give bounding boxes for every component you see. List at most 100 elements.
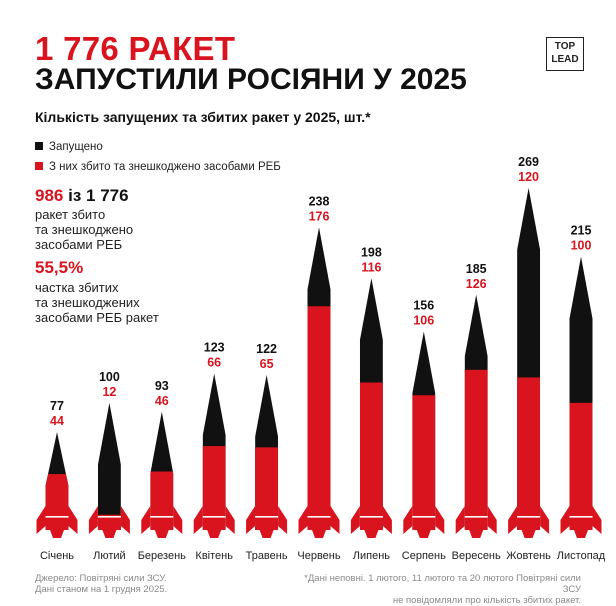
launched-label-2: 100 bbox=[99, 370, 120, 384]
rocket-ring-11 bbox=[569, 516, 593, 518]
rocket-fin-right-4 bbox=[225, 506, 235, 534]
shot-down-label-8: 106 bbox=[413, 314, 434, 328]
shot-down-bar-10 bbox=[517, 377, 541, 530]
shot-caption-line-2: та знешкоджено bbox=[35, 222, 134, 237]
rocket-nozzle-1 bbox=[50, 530, 64, 538]
shot-down-bar-4 bbox=[202, 446, 226, 530]
rocket-fin-left-9 bbox=[455, 506, 465, 534]
rocket-4 bbox=[202, 373, 226, 530]
month-label-4: Квітень bbox=[195, 550, 233, 562]
rocket-ring-1 bbox=[45, 516, 69, 518]
legend-shot-down: З них збито та знешкоджено засобами РЕБ bbox=[35, 161, 281, 173]
rocket-ring-10 bbox=[517, 516, 541, 518]
shot-down-bar-8 bbox=[412, 395, 436, 530]
month-label-1: Січень bbox=[40, 550, 74, 562]
rocket-ring-3 bbox=[150, 516, 174, 518]
shot-down-bar-3 bbox=[150, 471, 174, 530]
rocket-nozzle-9 bbox=[469, 530, 484, 538]
source-note: Джерело: Повітряні сили ЗСУ. Дані станом… bbox=[35, 573, 167, 595]
rocket-10 bbox=[517, 188, 541, 530]
rocket-fin-left-8 bbox=[403, 506, 413, 534]
launched-label-9: 185 bbox=[466, 262, 487, 276]
legend-label-launched: Запущено bbox=[49, 141, 103, 153]
rocket-nozzle-8 bbox=[416, 530, 431, 538]
note-line-2: не повідомляли про кількість збитих раке… bbox=[392, 595, 581, 606]
month-label-9: Вересень bbox=[452, 550, 501, 562]
rocket-nozzle-5 bbox=[259, 530, 274, 538]
shot-down-label-1: 44 bbox=[50, 414, 64, 428]
month-label-6: Червень bbox=[297, 550, 340, 562]
launched-label-1: 77 bbox=[50, 399, 64, 413]
shot-down-label-10: 120 bbox=[518, 170, 539, 184]
launched-label-5: 122 bbox=[256, 342, 277, 356]
rocket-7 bbox=[359, 278, 383, 530]
rocket-fin-left-1 bbox=[36, 506, 46, 534]
rocket-fin-left-4 bbox=[193, 506, 203, 534]
shot-caption-line-1: ракет збито bbox=[35, 207, 106, 222]
title-line-2: ЗАПУСТИЛИ РОСІЯНИ У 2025 bbox=[35, 63, 467, 96]
launched-label-7: 198 bbox=[361, 245, 382, 259]
share-stat: 55,5% bbox=[35, 258, 84, 277]
logo-line-2: LEAD bbox=[551, 54, 579, 65]
shot-down-bar-11 bbox=[569, 402, 593, 530]
rocket-ring-6 bbox=[307, 516, 331, 518]
shot-down-label-9: 126 bbox=[466, 277, 487, 291]
rocket-fin-left-7 bbox=[350, 506, 360, 534]
rocket-nozzle-10 bbox=[521, 530, 536, 538]
legend-swatch-shot-down bbox=[35, 162, 43, 170]
source-line-2: Дані станом на 1 грудня 2025. bbox=[35, 584, 168, 595]
launched-label-10: 269 bbox=[518, 155, 539, 169]
month-label-5: Травень bbox=[246, 550, 288, 562]
rocket-ring-2 bbox=[97, 516, 121, 518]
shot-down-caption: ракет збито та знешкоджено засобами РЕБ bbox=[35, 207, 133, 252]
rocket-fin-left-2 bbox=[88, 506, 98, 534]
rocket-8 bbox=[412, 331, 436, 530]
rocket-nozzle-11 bbox=[574, 530, 588, 538]
launched-label-4: 123 bbox=[204, 341, 225, 355]
month-label-3: Березень bbox=[138, 550, 186, 562]
rocket-11 bbox=[569, 256, 593, 530]
month-label-11: Листопад bbox=[557, 550, 606, 562]
logo-line-1: TOP bbox=[554, 41, 576, 52]
title-line-1: 1 776 РАКЕТ bbox=[35, 30, 236, 67]
shot-down-bar-1 bbox=[45, 474, 69, 530]
rocket-fin-right-7 bbox=[382, 506, 392, 534]
rocket-fin-right-3 bbox=[173, 506, 183, 534]
legend-launched: Запущено bbox=[35, 141, 103, 153]
rocket-2 bbox=[97, 402, 121, 530]
rocket-fin-right-2 bbox=[120, 506, 130, 534]
share-caption-line-2: та знешкоджених bbox=[35, 295, 140, 310]
rocket-1 bbox=[45, 432, 69, 530]
share-caption-line-1: частка збитих bbox=[35, 280, 119, 295]
rocket-ring-4 bbox=[202, 516, 226, 518]
rocket-ring-7 bbox=[359, 516, 383, 518]
shot-down-label-11: 100 bbox=[571, 239, 592, 253]
legend-swatch-launched bbox=[35, 142, 43, 150]
rocket-5 bbox=[255, 374, 279, 530]
rocket-ring-9 bbox=[464, 516, 488, 518]
launched-label-6: 238 bbox=[309, 194, 330, 208]
rocket-fin-right-8 bbox=[435, 506, 445, 534]
shot-down-label-5: 65 bbox=[260, 357, 274, 371]
month-label-2: Лютий bbox=[93, 550, 126, 562]
rocket-nozzle-4 bbox=[207, 530, 222, 538]
top-lead-logo: TOP LEAD bbox=[546, 37, 584, 71]
shot-down-label-3: 46 bbox=[155, 394, 169, 408]
rocket-nozzle-6 bbox=[312, 530, 326, 538]
share-caption: частка збитих та знешкоджених засобами Р… bbox=[35, 280, 159, 325]
launched-total-number: 1 776 bbox=[86, 186, 129, 205]
note-line-1: *Дані неповні. 1 лютого, 11 лютого та 20… bbox=[304, 573, 581, 595]
shot-down-label-6: 176 bbox=[309, 209, 330, 223]
chart-subtitle: Кількість запущених та збитих ракет у 20… bbox=[35, 109, 371, 125]
rocket-fin-left-10 bbox=[508, 506, 518, 534]
rocket-3 bbox=[150, 411, 174, 530]
shot-down-label-7: 116 bbox=[361, 260, 381, 274]
rocket-fin-left-11 bbox=[560, 506, 570, 534]
share-caption-line-3: засобами РЕБ ракет bbox=[35, 310, 159, 325]
shot-down-bar-6 bbox=[307, 306, 331, 530]
rocket-fin-left-3 bbox=[141, 506, 151, 534]
rocket-fin-left-5 bbox=[246, 506, 256, 534]
shot-down-label-2: 12 bbox=[102, 385, 116, 399]
shot-caption-line-3: засобами РЕБ bbox=[35, 237, 123, 252]
